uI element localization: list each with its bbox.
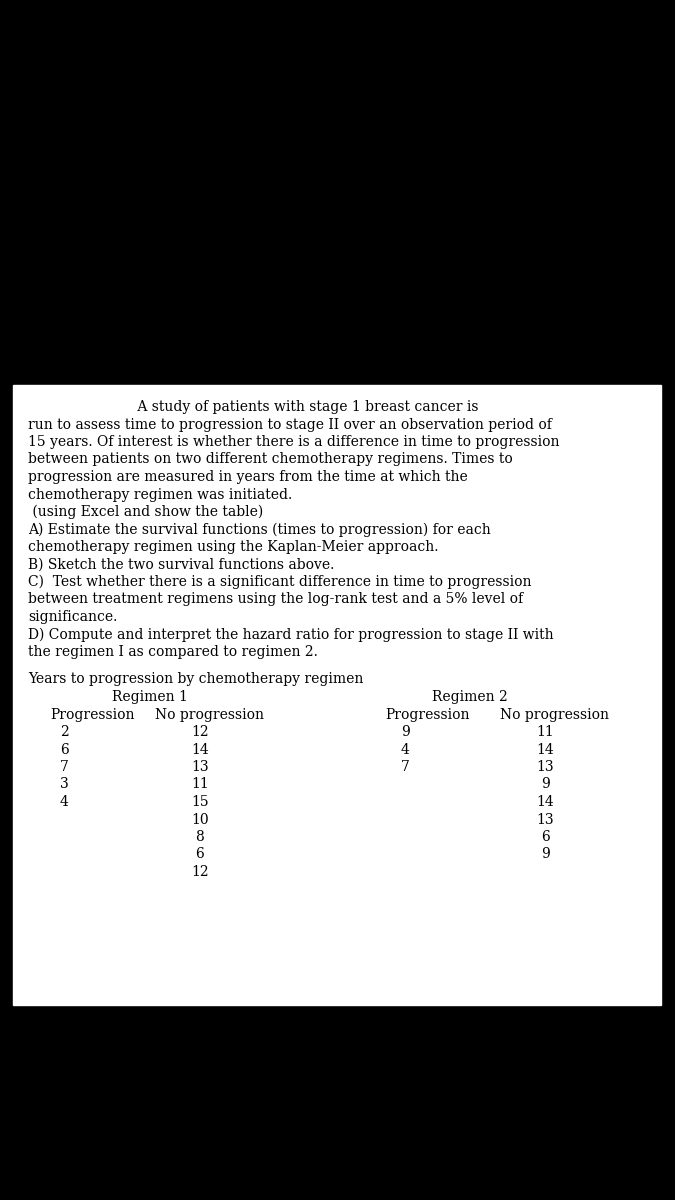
Text: 8: 8: [196, 830, 205, 844]
Text: 13: 13: [191, 760, 209, 774]
Text: significance.: significance.: [28, 610, 117, 624]
Text: 9: 9: [541, 847, 549, 862]
Text: C)  Test whether there is a significant difference in time to progression: C) Test whether there is a significant d…: [28, 575, 531, 589]
Text: Regimen 1: Regimen 1: [112, 690, 188, 704]
Text: 12: 12: [191, 725, 209, 739]
Text: chemotherapy regimen was initiated.: chemotherapy regimen was initiated.: [28, 487, 292, 502]
Text: Progression: Progression: [50, 708, 134, 721]
Text: the regimen I as compared to regimen 2.: the regimen I as compared to regimen 2.: [28, 646, 318, 659]
Text: Progression: Progression: [385, 708, 470, 721]
Text: 6: 6: [60, 743, 69, 756]
Text: run to assess time to progression to stage II over an observation period of: run to assess time to progression to sta…: [28, 418, 552, 432]
Text: 14: 14: [536, 794, 554, 809]
Text: 4: 4: [60, 794, 69, 809]
Text: 13: 13: [536, 760, 554, 774]
Text: progression are measured in years from the time at which the: progression are measured in years from t…: [28, 470, 468, 484]
Text: 9: 9: [401, 725, 409, 739]
Text: 9: 9: [541, 778, 549, 792]
Text: 6: 6: [541, 830, 549, 844]
Text: 6: 6: [196, 847, 205, 862]
Text: No progression: No progression: [155, 708, 264, 721]
Text: 15 years. Of interest is whether there is a difference in time to progression: 15 years. Of interest is whether there i…: [28, 434, 560, 449]
Text: 7: 7: [60, 760, 69, 774]
Text: A study of patients with stage 1 breast cancer is: A study of patients with stage 1 breast …: [28, 400, 479, 414]
Text: (using Excel and show the table): (using Excel and show the table): [28, 505, 263, 520]
Text: No progression: No progression: [500, 708, 609, 721]
Text: D) Compute and interpret the hazard ratio for progression to stage II with: D) Compute and interpret the hazard rati…: [28, 628, 553, 642]
Text: B) Sketch the two survival functions above.: B) Sketch the two survival functions abo…: [28, 558, 334, 571]
Text: chemotherapy regimen using the Kaplan-Meier approach.: chemotherapy regimen using the Kaplan-Me…: [28, 540, 439, 554]
Text: 7: 7: [400, 760, 410, 774]
Bar: [13, 385, 661, 1006]
Text: between patients on two different chemotherapy regimens. Times to: between patients on two different chemot…: [28, 452, 513, 467]
Text: 11: 11: [536, 725, 554, 739]
Text: 3: 3: [60, 778, 69, 792]
Text: 14: 14: [191, 743, 209, 756]
Text: 2: 2: [60, 725, 69, 739]
Text: 14: 14: [536, 743, 554, 756]
Text: Years to progression by chemotherapy regimen: Years to progression by chemotherapy reg…: [28, 672, 363, 686]
Text: 4: 4: [400, 743, 410, 756]
Text: 11: 11: [191, 778, 209, 792]
Text: 15: 15: [191, 794, 209, 809]
Text: 12: 12: [191, 865, 209, 878]
Text: 13: 13: [536, 812, 554, 827]
Text: between treatment regimens using the log-rank test and a 5% level of: between treatment regimens using the log…: [28, 593, 523, 606]
Text: Regimen 2: Regimen 2: [432, 690, 508, 704]
Text: A) Estimate the survival functions (times to progression) for each: A) Estimate the survival functions (time…: [28, 522, 491, 536]
Text: 10: 10: [191, 812, 209, 827]
